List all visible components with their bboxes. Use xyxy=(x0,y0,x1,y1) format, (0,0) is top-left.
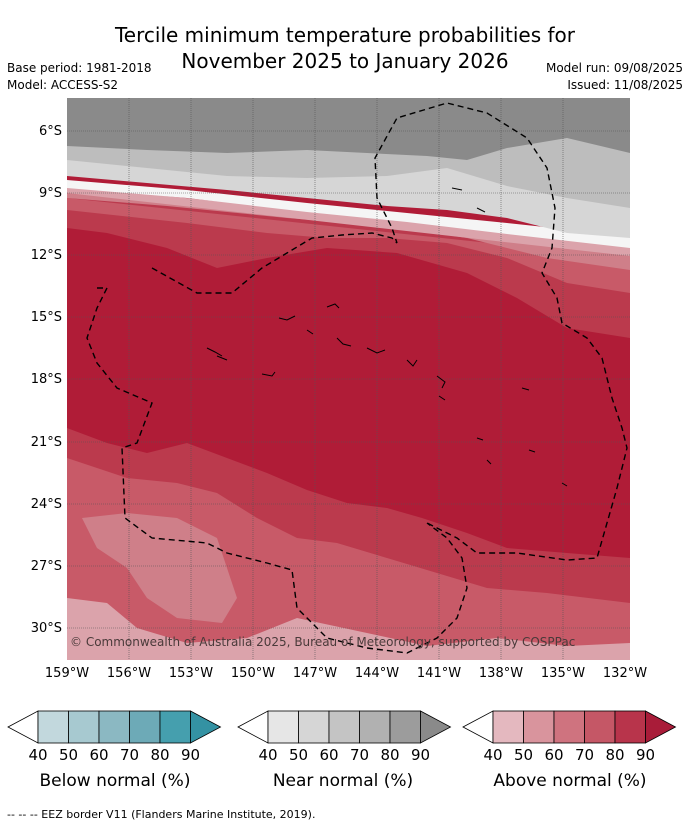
colorbar-tick-label: 50 xyxy=(288,746,309,764)
colorbar-label-near: Near normal (%) xyxy=(272,771,414,791)
colorbar-tick-label: 90 xyxy=(180,746,201,764)
zone-above-80-north xyxy=(67,193,630,338)
zone-above-60-south xyxy=(82,513,237,623)
colorbar-segment xyxy=(389,710,421,744)
colorbar-segment xyxy=(298,710,330,744)
zone-above-50-south xyxy=(67,598,630,660)
colorbar-label-above: Above normal (%) xyxy=(493,771,647,791)
colorbar-tick-label: 80 xyxy=(605,746,625,764)
lat-label-6s: 6°S xyxy=(38,124,62,139)
colorbar-tick-label: 50 xyxy=(513,746,534,764)
colorbar-segment xyxy=(129,710,161,744)
probability-map: © Commonwealth of Australia 2025, Bureau… xyxy=(67,98,630,660)
base-period: Base period: 1981-2018 xyxy=(7,61,152,75)
zone-above-50-north xyxy=(67,186,630,256)
zone-near-90 xyxy=(67,98,630,160)
colorbar-segment xyxy=(359,710,391,744)
metadata-right: Model run: 09/08/2025 Issued: 11/08/2025 xyxy=(546,60,683,94)
colorbar-tick-label: 90 xyxy=(410,746,431,764)
lon-label-135w: 135°W xyxy=(540,666,586,681)
colorbar-min-triangle xyxy=(237,710,269,744)
lon-label-159w: 159°W xyxy=(44,666,90,681)
colorbar-tick-label: 50 xyxy=(58,746,79,764)
title-line-2: November 2025 to January 2026 xyxy=(181,49,509,73)
colorbar-label-below: Below normal (%) xyxy=(39,771,191,791)
lat-label-27s: 27°S xyxy=(30,559,62,574)
colorbar-tick-label: 60 xyxy=(89,746,109,764)
colorbar-tick-label: 60 xyxy=(319,746,339,764)
colorbar-tick-label: 70 xyxy=(574,746,595,764)
model-run: Model run: 09/08/2025 xyxy=(545,61,683,75)
colorbar-tick-label: 90 xyxy=(635,746,656,764)
lon-label-132w: 132°W xyxy=(602,666,648,681)
colorbar-min-triangle xyxy=(462,710,494,744)
colorbar-below-normal xyxy=(7,710,222,744)
colorbar-max-triangle xyxy=(190,710,222,744)
colorbar-segment xyxy=(553,710,585,744)
lon-label-156w: 156°W xyxy=(106,666,152,681)
title-line-1: Tercile minimum temperature probabilitie… xyxy=(114,23,576,47)
graticule xyxy=(67,98,630,660)
zone-above-60-north xyxy=(67,190,630,270)
colorbar-above-normal xyxy=(462,710,677,744)
lat-label-24s: 24°S xyxy=(30,497,62,512)
lat-label-30s: 30°S xyxy=(30,621,62,636)
zone-above-70-north xyxy=(67,198,630,293)
eez-border-north xyxy=(151,102,628,561)
colorbar-segment xyxy=(328,710,360,744)
colorbar-segment xyxy=(159,710,191,744)
lat-label-9s: 9°S xyxy=(38,186,62,201)
colorbar-tick-label: 40 xyxy=(483,746,503,764)
colorbar-max-triangle xyxy=(420,710,452,744)
lon-label-153w: 153°W xyxy=(168,666,214,681)
colorbar-tick-label: 60 xyxy=(544,746,564,764)
colorbar-segment xyxy=(584,710,616,744)
lon-label-150w: 150°W xyxy=(230,666,276,681)
colorbar-max-triangle xyxy=(645,710,677,744)
colorbar-segment xyxy=(98,710,130,744)
colorbar-min-triangle xyxy=(7,710,39,744)
colorbar-near-normal xyxy=(237,710,452,744)
colorbar-tick-label: 40 xyxy=(28,746,48,764)
eez-footnote: -- -- -- EEZ border V11 (Flanders Marine… xyxy=(7,808,316,821)
colorbar-segment xyxy=(523,710,555,744)
metadata-left: Base period: 1981-2018 Model: ACCESS-S2 xyxy=(7,60,152,94)
colorbar-tick-label: 80 xyxy=(380,746,400,764)
eez-border-west xyxy=(86,287,468,654)
lon-label-144w: 144°W xyxy=(354,666,400,681)
colorbar-segment xyxy=(68,710,100,744)
page-title: Tercile minimum temperature probabilitie… xyxy=(0,22,690,74)
colorbars xyxy=(7,710,677,744)
lon-label-138w: 138°W xyxy=(478,666,524,681)
colorbar-segment xyxy=(267,710,299,744)
colorbar-segment xyxy=(492,710,524,744)
copyright-notice: © Commonwealth of Australia 2025, Bureau… xyxy=(70,635,575,649)
colorbar-tick-label: 40 xyxy=(258,746,278,764)
colorbar-tick-label: 70 xyxy=(349,746,370,764)
colorbar-tick-label: 80 xyxy=(150,746,170,764)
colorbar-segment xyxy=(37,710,69,744)
islands xyxy=(206,187,568,487)
lat-label-21s: 21°S xyxy=(30,435,62,450)
lon-label-147w: 147°W xyxy=(292,666,338,681)
lat-label-18s: 18°S xyxy=(30,372,62,387)
colorbar-segment xyxy=(614,710,646,744)
model-name: Model: ACCESS-S2 xyxy=(7,78,119,92)
issued-date: Issued: 11/08/2025 xyxy=(567,78,683,92)
lon-label-141w: 141°W xyxy=(416,666,462,681)
zone-white-gap xyxy=(67,180,630,248)
lat-label-15s: 15°S xyxy=(30,310,62,325)
colorbar-tick-label: 70 xyxy=(119,746,140,764)
lat-label-12s: 12°S xyxy=(30,248,62,263)
